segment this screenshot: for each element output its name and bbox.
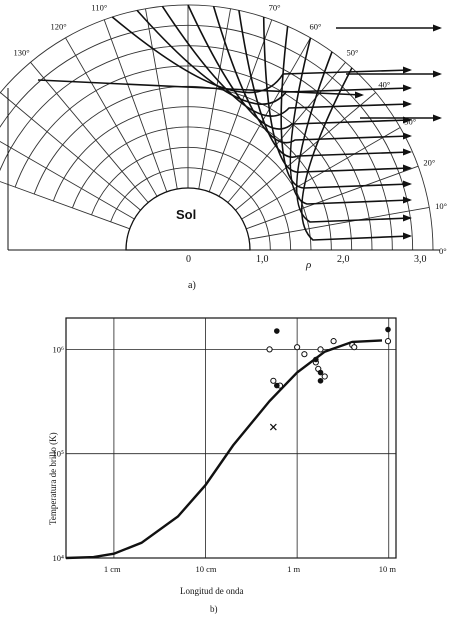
open-circle-point [266, 346, 273, 353]
direction-arrows [336, 24, 442, 122]
y-tick-label: 10⁵ [53, 449, 65, 459]
grid-spoke [0, 140, 135, 220]
angle-label: 30° [404, 117, 416, 127]
brightness-temperature-chart: 1 cm 10 cm 1 m 10 m 10⁴ 10⁵ 10⁶ Temperatura de… [48, 317, 397, 614]
x-tick-label: 10 cm [196, 564, 217, 574]
figure-b-caption: b) [210, 604, 218, 614]
brightness-curve [65, 339, 383, 560]
angle-labels: 130°120°110°100°90°80°70°60°50°40°30°20°… [14, 0, 447, 256]
ray-diagram: 130°120°110°100°90°80°70°60°50°40°30°20°… [0, 0, 447, 291]
filled-circle-point [274, 382, 280, 389]
sun-disk [125, 187, 251, 251]
angle-label: 110° [91, 3, 107, 13]
ray-path [136, 9, 411, 105]
grid-spoke [208, 19, 273, 192]
angle-label: 120° [51, 22, 67, 32]
figure-a-caption: a) [188, 280, 196, 291]
angle-label: 0° [439, 246, 447, 256]
ray-path [300, 67, 411, 241]
angle-label: 60° [310, 22, 322, 32]
ray-path [289, 37, 411, 205]
tick-labels: 1 cm 10 cm 1 m 10 m 10⁴ 10⁵ 10⁶ [53, 344, 397, 574]
ray-path [161, 5, 411, 117]
grid-spoke [218, 37, 311, 197]
ray-path [280, 26, 411, 189]
arrowhead [403, 164, 412, 172]
arrowhead [403, 132, 412, 140]
axis-tick-0: 0 [186, 254, 191, 265]
open-circle-point [351, 344, 358, 351]
axis-symbol-rho: ρ [305, 259, 311, 271]
angle-label: 100° [135, 0, 151, 1]
arrowhead [403, 66, 412, 74]
arrowhead [403, 100, 412, 108]
plot-grid [66, 318, 396, 559]
x-tick-label: 1 m [287, 564, 300, 574]
open-circle-point [384, 338, 392, 345]
filled-circle-point [317, 369, 324, 376]
ray-path [37, 79, 363, 96]
grid-spoke [248, 207, 430, 240]
filled-circle-point [317, 377, 324, 384]
sun-label: Sol [176, 207, 196, 222]
angle-label: 70° [269, 3, 281, 13]
x-tick-label: 1 cm [104, 564, 121, 574]
angle-label: 130° [14, 48, 30, 58]
open-circle-point [321, 373, 328, 380]
plot-frame [65, 317, 397, 559]
open-circle-point [294, 344, 301, 351]
grid-spoke [65, 37, 158, 197]
x-tick-label: 10 m [379, 564, 397, 574]
angle-label: 40° [378, 80, 390, 90]
y-tick-label: 10⁴ [53, 553, 65, 563]
angle-label: 50° [346, 48, 358, 58]
arrowhead [355, 91, 364, 99]
arrowhead [433, 24, 442, 32]
arrowhead [403, 196, 412, 204]
arrowhead [433, 114, 442, 122]
ray-path [187, 4, 411, 130]
open-circle-point [317, 346, 324, 353]
grid-spoke [198, 8, 231, 190]
filled-circle-point [385, 326, 391, 333]
filled-circle-point [274, 328, 280, 334]
axis-tick-2: 2,0 [337, 254, 350, 265]
grid-spoke [30, 62, 149, 203]
arrowhead [403, 148, 412, 156]
arrowhead [433, 70, 442, 78]
polar-grid [0, 4, 434, 251]
open-circle-point [301, 351, 308, 358]
ray-path [295, 51, 411, 223]
grid-spoke [235, 92, 376, 211]
ray-path [238, 10, 411, 158]
grid-spoke [227, 62, 346, 203]
open-circle-point [330, 338, 337, 345]
y-axis-label: Temperatura de brillo (K) [48, 432, 58, 525]
grid-spoke [241, 127, 401, 220]
grid-spoke [103, 19, 168, 192]
grid-spoke [0, 181, 130, 230]
open-circle-point [270, 377, 277, 384]
grid-spoke [246, 165, 419, 230]
cross-point [269, 423, 277, 431]
arrowhead [403, 214, 412, 222]
grid-spoke [0, 92, 141, 211]
grid-spoke [145, 8, 178, 190]
arrowhead [403, 180, 412, 188]
measurement-points [266, 326, 392, 431]
axis-tick-1: 1,0 [256, 254, 269, 265]
arrowhead [403, 232, 412, 240]
y-tick-label: 10⁶ [53, 344, 65, 354]
x-axis-label: Longitud de onda [180, 586, 244, 596]
axis-tick-3: 3,0 [414, 254, 427, 265]
arrowhead [403, 84, 412, 92]
filled-circle-point [313, 356, 319, 363]
ray-paths [37, 4, 412, 241]
angle-label: 10° [435, 201, 447, 211]
angle-label: 20° [423, 157, 435, 167]
angle-label: 80° [225, 0, 237, 1]
